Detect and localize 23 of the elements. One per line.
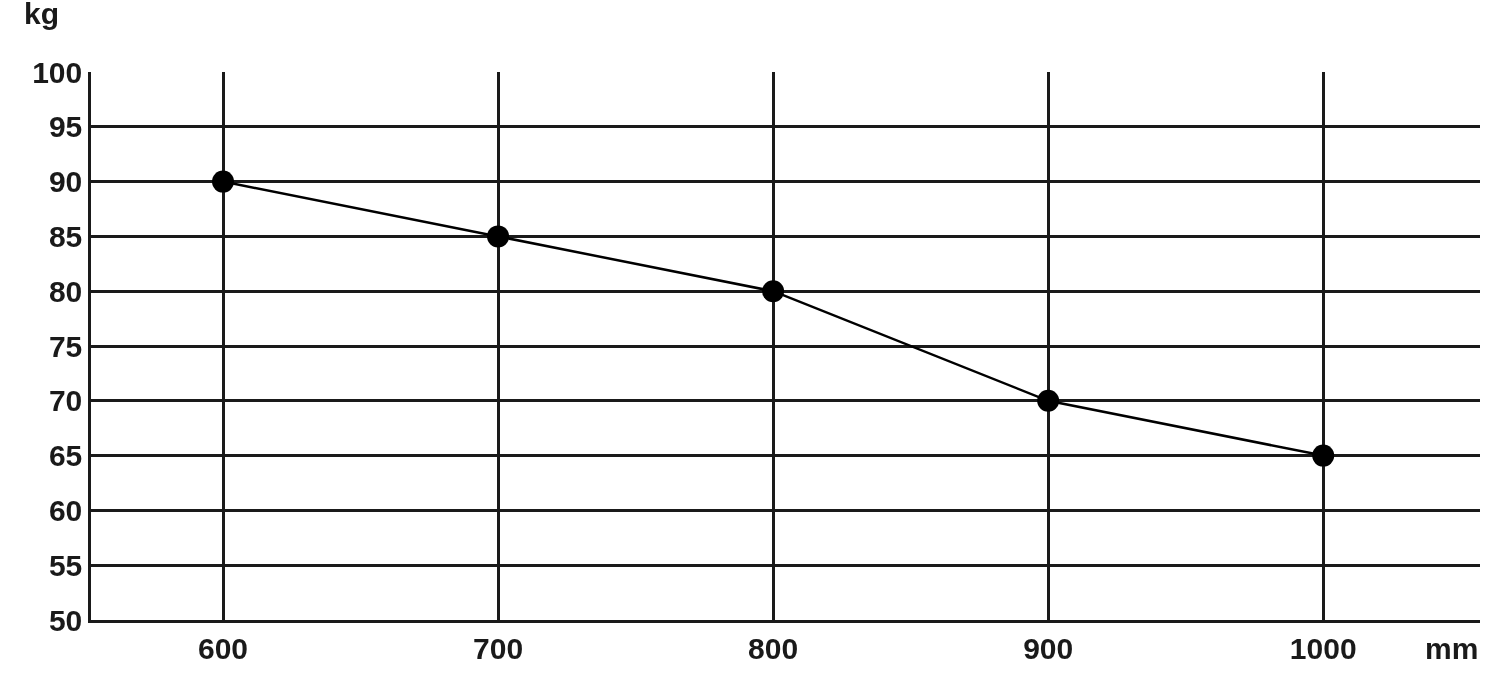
y-tick-label: 55 bbox=[48, 548, 83, 582]
x-tick-label: 1000 bbox=[1289, 631, 1357, 665]
y-tick-label: 50 bbox=[48, 603, 83, 637]
y-tick-label: 65 bbox=[48, 439, 83, 473]
x-tick-label: 800 bbox=[748, 631, 799, 665]
y-tick-label: 95 bbox=[48, 110, 83, 144]
point bbox=[1037, 389, 1060, 412]
y-tick-label: 85 bbox=[48, 219, 83, 253]
y-axis-title: kg bbox=[24, 0, 60, 30]
point bbox=[762, 280, 785, 303]
y-tick-label: 75 bbox=[48, 329, 83, 363]
y-tick-label: 60 bbox=[48, 493, 83, 527]
point bbox=[212, 170, 235, 193]
x-axis-title: mm bbox=[1425, 632, 1479, 665]
x-tick-label: 700 bbox=[473, 631, 524, 665]
y-tick-label: 80 bbox=[48, 274, 83, 308]
point bbox=[1312, 444, 1335, 467]
x-tick-label: 900 bbox=[1023, 631, 1074, 665]
y-tick-label: 90 bbox=[48, 165, 83, 199]
y-tick-label: 100 bbox=[32, 55, 83, 89]
x-tick-label: 600 bbox=[197, 631, 249, 665]
y-tick-label: 70 bbox=[48, 384, 83, 418]
point bbox=[487, 225, 510, 248]
